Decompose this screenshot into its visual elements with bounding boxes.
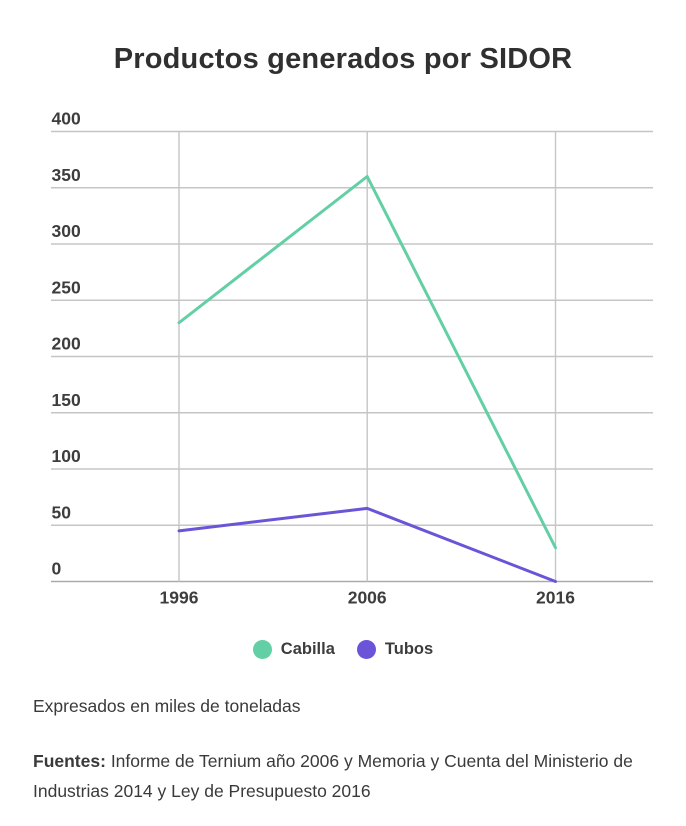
legend-label-tubos: Tubos xyxy=(384,640,434,658)
page-title: Productos generados por SIDOR xyxy=(113,43,573,76)
y-tick-label: 400 xyxy=(52,109,81,129)
cabilla-swatch-icon xyxy=(252,640,272,659)
sources-text: Informe de Ternium año 2006 y Memoria y … xyxy=(33,751,633,801)
x-tick-label: 1996 xyxy=(160,588,199,608)
series-line-cabilla xyxy=(177,175,557,550)
sources-note: Fuentes: Informe de Ternium año 2006 y M… xyxy=(33,746,645,806)
series-line-tubos xyxy=(177,506,557,583)
y-tick-label: 150 xyxy=(52,390,81,410)
units-note: Expresados en miles de toneladas xyxy=(33,696,301,716)
legend: Cabilla Tubos xyxy=(0,640,686,659)
y-tick-label: 50 xyxy=(52,502,72,522)
y-tick-label: 350 xyxy=(52,165,81,185)
y-tick-label: 100 xyxy=(52,446,81,466)
legend-item-tubos: Tubos xyxy=(356,640,434,659)
y-tick-label: 0 xyxy=(52,559,62,579)
y-tick-label: 300 xyxy=(52,221,81,241)
legend-label-cabilla: Cabilla xyxy=(280,640,335,658)
y-tick-label: 200 xyxy=(52,334,81,354)
tubos-swatch-icon xyxy=(356,640,376,659)
x-tick-label: 2016 xyxy=(536,588,575,608)
y-tick-label: 250 xyxy=(52,277,81,297)
x-tick-label: 2006 xyxy=(348,588,387,608)
line-chart: 0 50 100 150 200 250 300 350 400 1996 2006 2016 xyxy=(51,109,653,608)
sources-label: Fuentes: xyxy=(33,751,106,771)
legend-item-cabilla: Cabilla xyxy=(252,640,335,659)
